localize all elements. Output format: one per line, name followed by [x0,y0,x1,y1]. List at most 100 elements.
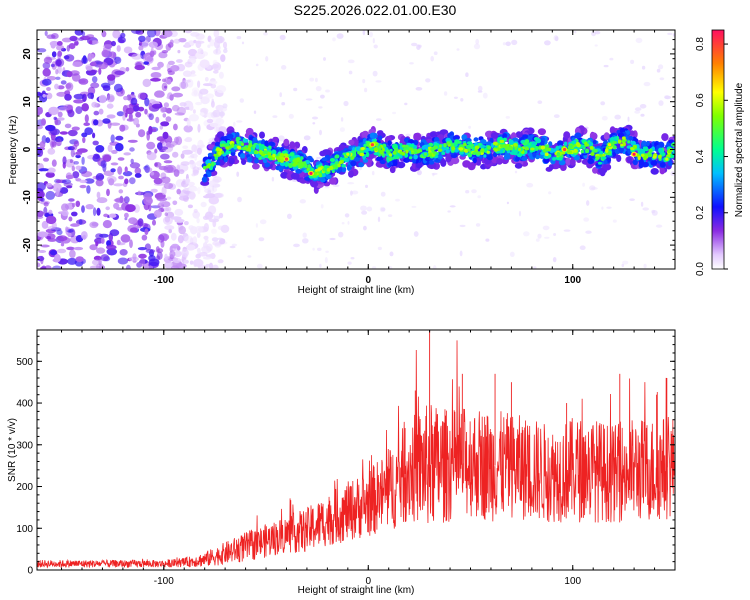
signal-blob [472,157,477,164]
noise-blob [151,66,161,71]
noise-blob [511,39,518,46]
signal-blob [399,143,403,147]
noise-blob [506,201,509,205]
noise-blob [51,51,57,58]
noise-blob [203,195,211,199]
noise-blob [205,263,211,267]
noise-blob [195,33,205,40]
noise-blob [187,48,198,57]
noise-blob [236,171,240,177]
noise-blob [263,32,268,36]
signal-blob [261,139,266,146]
noise-blob [171,243,180,249]
noise-blob [211,64,219,69]
signal-blob [272,136,278,142]
noise-blob [106,188,110,197]
noise-blob [361,210,368,215]
signal-blob [575,142,580,146]
signal-blob [373,132,378,139]
noise-blob [56,44,65,51]
noise-blob [195,101,203,106]
signal-blob [365,151,370,158]
signal-blob [292,159,298,163]
signal-blob [658,150,664,154]
noise-blob [553,233,557,236]
signal-blob [605,148,609,153]
noise-blob [145,249,156,254]
noise-blob [55,69,59,75]
noise-blob [174,112,185,116]
noise-blob [194,225,204,234]
y-tick-label: 400 [16,399,33,410]
signal-blob [205,164,211,169]
signal-blob [432,151,437,155]
noise-blob [459,250,463,257]
signal-blob [618,146,624,154]
noise-blob [329,237,336,241]
noise-blob [594,44,598,47]
signal-blob [483,154,487,158]
noise-blob [132,253,137,261]
noise-blob [177,49,181,54]
noise-blob [477,85,483,92]
signal-blob [643,155,647,161]
signal-blob [534,154,541,160]
noise-blob [432,265,437,269]
signal-blob [480,145,486,148]
signal-blob [590,152,595,156]
noise-blob [183,79,191,83]
noise-blob [535,238,540,242]
noise-blob [184,42,190,48]
signal-blob [391,143,398,149]
noise-blob [208,196,220,205]
noise-blob [236,36,242,40]
noise-blob [96,191,101,199]
noise-blob [198,91,203,100]
noise-blob [210,111,218,118]
noise-blob [181,248,189,258]
noise-blob [114,70,125,76]
noise-blob [197,80,201,88]
noise-blob [523,231,530,237]
x-tick-label: 0 [365,576,371,587]
noise-blob [89,40,93,45]
noise-blob [109,229,120,237]
noise-blob [217,237,224,240]
noise-blob [332,184,340,188]
noise-blob [85,66,93,71]
noise-blob [594,31,601,35]
signal-blob [245,127,254,136]
signal-blob [513,143,518,147]
noise-blob [196,147,202,155]
noise-blob [533,266,537,269]
noise-blob [81,205,85,213]
noise-blob [271,176,275,182]
noise-blob [258,237,265,242]
noise-blob [178,226,186,235]
noise-blob [53,116,57,120]
noise-blob [218,111,226,117]
signal-blob [289,141,296,150]
noise-blob [100,237,105,244]
signal-blob [362,155,366,160]
noise-blob [63,182,73,187]
noise-blob [505,41,511,47]
signal-blob [632,144,637,149]
noise-blob [106,175,117,183]
signal-blob [560,165,566,172]
noise-blob [344,213,350,218]
noise-blob [184,61,193,68]
signal-blob [451,146,456,151]
signal-blob [628,136,634,141]
noise-blob [372,38,375,44]
signal-blob [215,147,221,152]
noise-blob [174,250,182,258]
noise-blob [199,59,210,68]
noise-blob [202,83,213,87]
signal-blob [236,140,240,144]
noise-blob [131,53,142,60]
noise-blob [160,146,169,150]
noise-blob [220,54,226,62]
noise-blob [219,35,223,42]
noise-blob [655,224,663,228]
